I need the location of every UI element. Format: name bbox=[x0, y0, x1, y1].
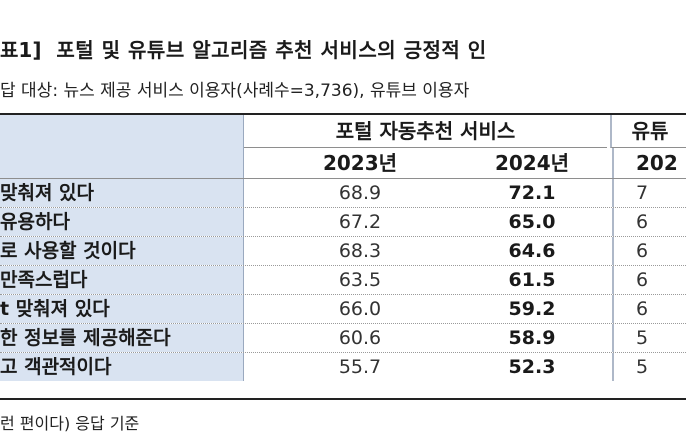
value-2024: 58.9 bbox=[508, 327, 556, 349]
youtube-value: 5 bbox=[612, 353, 686, 381]
youtube-value: 6 bbox=[612, 266, 686, 294]
value-2023: 60.6 bbox=[338, 327, 382, 349]
value-2023: 55.7 bbox=[338, 356, 382, 378]
row-label: 유용하다 bbox=[0, 208, 244, 236]
value-2023: 67.2 bbox=[338, 211, 382, 233]
table-row: 고 객관적이다 55.7 52.3 5 bbox=[0, 353, 686, 381]
value-2023: 66.0 bbox=[338, 298, 382, 320]
item-header-cell bbox=[0, 115, 244, 178]
survey-table: 포털 자동추천 서비스 유튜 2023년 2024년 202 맞춰져 있다 68.… bbox=[0, 113, 686, 400]
table-row: 로 사용할 것이다 68.3 64.6 6 bbox=[0, 237, 686, 266]
row-label: t 맞춰져 있다 bbox=[0, 295, 244, 323]
youtube-value: 6 bbox=[612, 208, 686, 236]
year-header-row: 2023년 2024년 202 bbox=[0, 148, 686, 179]
youtube-year-header: 202 bbox=[612, 148, 686, 178]
row-label: 한 정보를 제공해준다 bbox=[0, 324, 244, 352]
table-number: 표1] bbox=[0, 38, 42, 62]
youtube-group-header: 유튜 bbox=[610, 115, 686, 148]
row-label: 맞춰져 있다 bbox=[0, 179, 244, 207]
table-title: 표1] 포털 및 유튜브 알고리즘 추천 서비스의 긍정적 인 bbox=[0, 34, 487, 63]
year-2024-header: 2024년 bbox=[494, 151, 570, 175]
footnote: 런 편이다) 응답 기준 bbox=[0, 414, 140, 433]
value-2023: 68.9 bbox=[338, 182, 382, 204]
table-row: 맞춰져 있다 68.9 72.1 7 bbox=[0, 179, 686, 208]
youtube-value: 6 bbox=[612, 295, 686, 323]
value-2024: 59.2 bbox=[508, 298, 556, 320]
value-2024: 64.6 bbox=[508, 240, 556, 262]
value-2024: 52.3 bbox=[508, 356, 556, 378]
table-row: 만족스럽다 63.5 61.5 6 bbox=[0, 266, 686, 295]
value-2023: 68.3 bbox=[338, 240, 382, 262]
row-label: 만족스럽다 bbox=[0, 266, 244, 294]
table-row: 한 정보를 제공해준다 60.6 58.9 5 bbox=[0, 324, 686, 353]
value-2024: 65.0 bbox=[508, 211, 556, 233]
value-2024: 72.1 bbox=[508, 182, 556, 204]
table-row: 유용하다 67.2 65.0 6 bbox=[0, 208, 686, 237]
row-label: 로 사용할 것이다 bbox=[0, 237, 244, 265]
value-2023: 63.5 bbox=[338, 269, 382, 291]
portal-group-header: 포털 자동추천 서비스 bbox=[244, 115, 607, 148]
row-label: 고 객관적이다 bbox=[0, 353, 244, 381]
year-2023-header: 2023년 bbox=[322, 151, 398, 175]
youtube-value: 7 bbox=[612, 179, 686, 207]
table-title-text: 포털 및 유튜브 알고리즘 추천 서비스의 긍정적 인 bbox=[56, 38, 487, 62]
table-row: t 맞춰져 있다 66.0 59.2 6 bbox=[0, 295, 686, 324]
youtube-value: 5 bbox=[612, 324, 686, 352]
respondent-note: 답 대상: 뉴스 제공 서비스 이용자(사례수=3,736), 유튜브 이용자 bbox=[0, 81, 470, 101]
value-2024: 61.5 bbox=[508, 269, 556, 291]
youtube-value: 6 bbox=[612, 237, 686, 265]
